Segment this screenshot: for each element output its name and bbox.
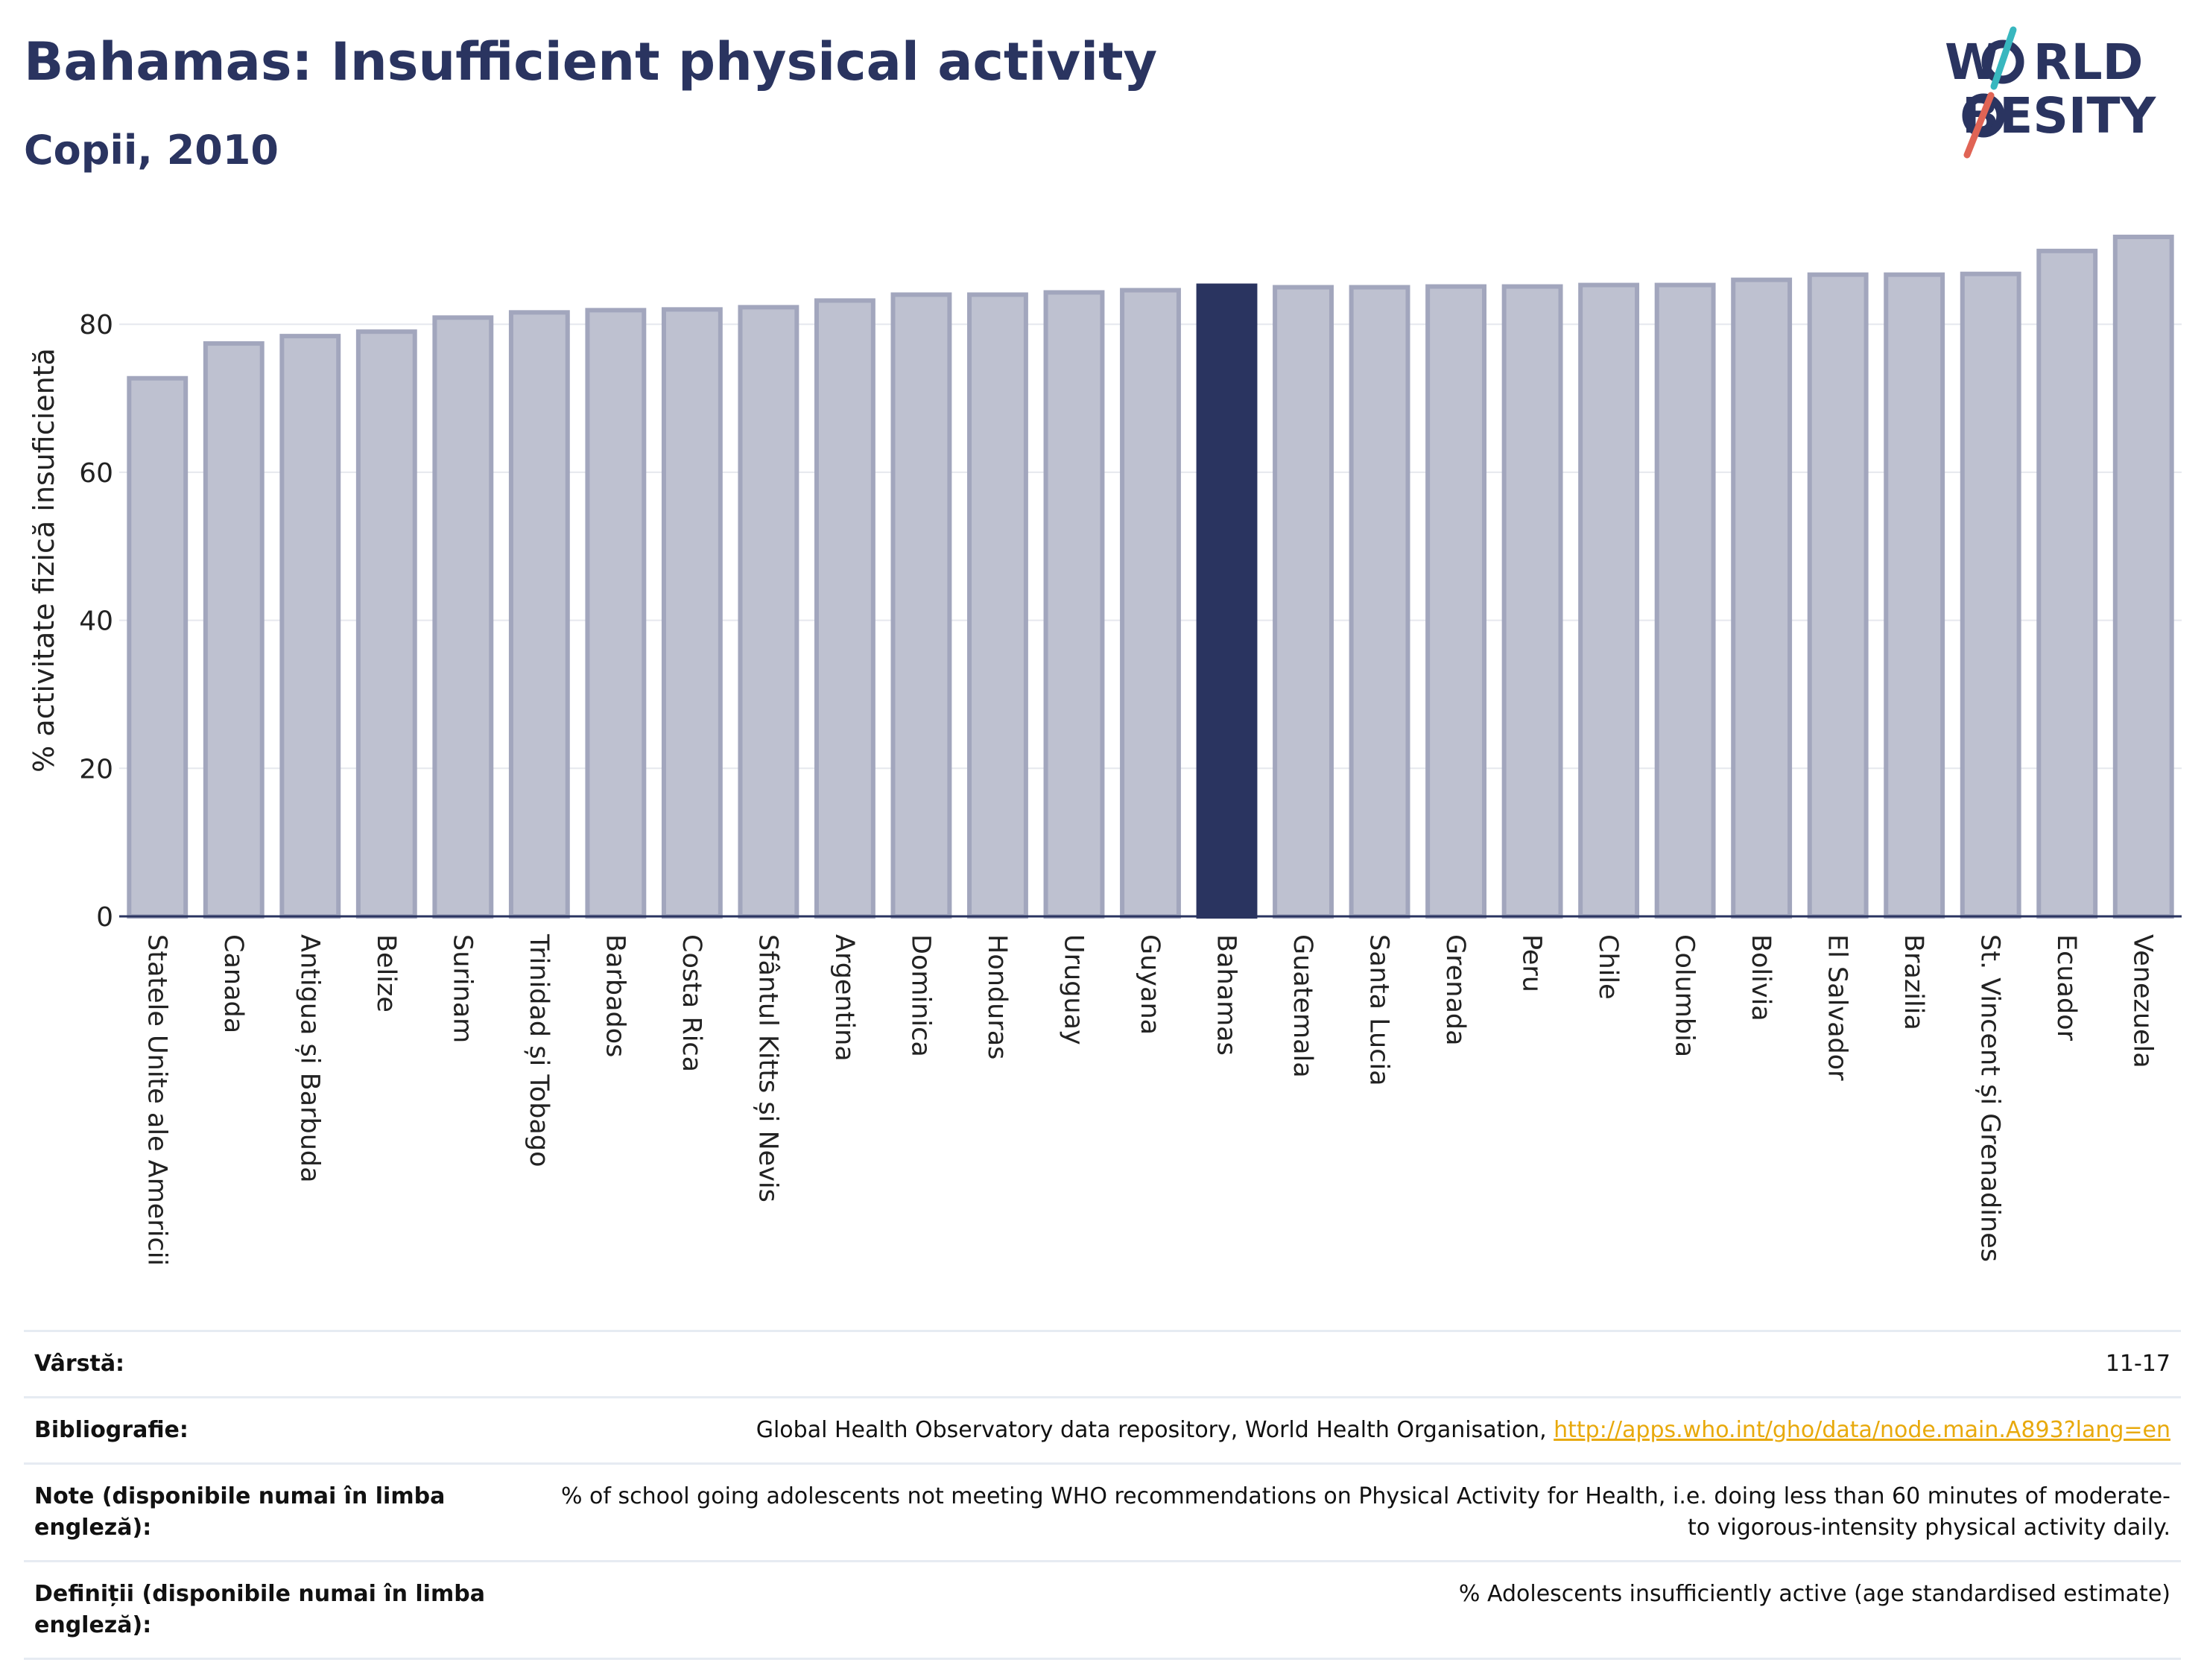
x-tick-label: Trinidad și Tobago	[524, 933, 554, 1167]
x-tick-label: Honduras	[982, 934, 1012, 1059]
y-tick-label: 40	[79, 606, 113, 637]
bar-costa-rica	[661, 307, 723, 919]
y-tick-label: 20	[79, 754, 113, 784]
bar-uruguay	[1043, 290, 1105, 919]
definitions-row: Definiții (disponibile numai în limba en…	[24, 1560, 2181, 1660]
bibliography-text: Global Health Observatory data repositor…	[756, 1417, 1554, 1443]
bar-venezuela	[2112, 234, 2174, 919]
x-tick-label: Peru	[1517, 934, 1547, 992]
x-tick-label: Uruguay	[1058, 934, 1088, 1045]
x-tick-label: Ecuador	[2051, 934, 2081, 1042]
x-tick-label: Dominica	[905, 934, 935, 1057]
page-subtitle: Copii, 2010	[24, 127, 279, 174]
x-tick-label: Guyana	[1135, 934, 1165, 1035]
y-tick-labels: 0 20 40 60 80	[79, 310, 113, 933]
bar-santa-lucia	[1349, 285, 1410, 919]
bars	[127, 234, 2174, 919]
bibliography-row: Bibliografie: Global Health Observatory …	[24, 1396, 2181, 1464]
x-tick-label: Santa Lucia	[1364, 934, 1394, 1086]
info-table: Vârstă: 11-17 Bibliografie: Global Healt…	[24, 1330, 2181, 1660]
bar-argentina	[814, 298, 875, 919]
bar-st-vincent-i-grenadines	[1960, 271, 2021, 919]
bar-columbia	[1654, 282, 1716, 919]
x-tick-label: El Salvador	[1823, 934, 1852, 1081]
world-obesity-logo: W RLD BESITY	[1945, 26, 2156, 159]
x-tick-label: Brazilia	[1899, 934, 1928, 1030]
bar-guyana	[1120, 288, 1181, 919]
x-tick-labels: Statele Unite ale Americii Canada Antigua …	[142, 933, 2157, 1266]
bar-peru	[1501, 284, 1563, 919]
x-tick-label: Sfântul Kitts și Nevis	[753, 934, 782, 1202]
bar-dominica	[890, 292, 952, 919]
age-value: 11-17	[522, 1330, 2181, 1398]
bar-bolivia	[1731, 277, 1793, 919]
bar-belize	[355, 329, 417, 919]
x-tick-label: St. Vincent și Grenadines	[1975, 934, 2005, 1262]
age-label: Vârstă:	[24, 1330, 522, 1398]
bibliography-link[interactable]: http://apps.who.int/gho/data/node.main.A…	[1554, 1417, 2170, 1443]
x-tick-label: Columbia	[1670, 934, 1700, 1057]
bar-bahamas	[1196, 283, 1258, 919]
bar-barbados	[585, 308, 647, 919]
logo-line1: W RLD	[1945, 34, 2143, 91]
x-tick-label: Guatemala	[1288, 934, 1317, 1078]
x-tick-label: Chile	[1593, 934, 1623, 1000]
bar-antigua-i-barbuda	[279, 334, 341, 919]
bar-el-salvador	[1807, 272, 1869, 919]
x-tick-label: Surinam	[447, 934, 477, 1043]
x-tick-label: Statele Unite ale Americii	[142, 934, 171, 1266]
definitions-label: Definiții (disponibile numai în limba en…	[24, 1560, 522, 1660]
bar-surinam	[432, 315, 494, 919]
notes-label: Note (disponibile numai în limba engleză…	[24, 1462, 522, 1562]
definitions-value: % Adolescents insufficiently active (age…	[522, 1560, 2181, 1660]
x-tick-label: Antigua și Barbuda	[294, 934, 324, 1183]
age-row: Vârstă: 11-17	[24, 1330, 2181, 1398]
y-tick-label: 0	[96, 902, 113, 933]
x-tick-label: Bolivia	[1746, 934, 1776, 1021]
bibliography-value: Global Health Observatory data repositor…	[522, 1396, 2181, 1464]
bar-chart: 0 20 40 60 80 Statele Unite ale Americii Cana…	[28, 234, 2182, 1266]
x-tick-label: Costa Rica	[677, 934, 706, 1072]
x-tick-label: Grenada	[1440, 934, 1470, 1046]
notes-value: % of school going adolescents not meetin…	[522, 1462, 2181, 1562]
bar-sf-ntul-kitts-i-nevis	[738, 305, 799, 919]
bar-statele-unite-ale-americii	[127, 375, 189, 919]
bar-ecuador	[2036, 248, 2098, 919]
notes-row: Note (disponibile numai în limba engleză…	[24, 1462, 2181, 1562]
x-tick-label: Barbados	[600, 934, 630, 1057]
x-tick-label: Bahamas	[1212, 934, 1241, 1056]
x-tick-label: Belize	[371, 934, 401, 1012]
bar-canada	[203, 341, 265, 919]
bar-guatemala	[1273, 285, 1334, 919]
bar-trinidad-i-tobago	[508, 310, 570, 919]
y-tick-label: 60	[79, 458, 113, 489]
bar-grenada	[1425, 284, 1487, 919]
y-axis-label: % activitate fizică insuficientă	[28, 348, 60, 773]
bar-brazilia	[1884, 272, 1945, 919]
bar-chile	[1578, 282, 1640, 919]
page-title: Bahamas: Insufficient physical activity	[24, 31, 1158, 92]
x-tick-label: Venezuela	[2128, 934, 2158, 1068]
x-tick-label: Argentina	[829, 934, 859, 1062]
bibliography-label: Bibliografie:	[24, 1396, 522, 1464]
bar-honduras	[967, 292, 1028, 919]
x-tick-label: Canada	[218, 934, 248, 1033]
y-tick-label: 80	[79, 310, 113, 340]
